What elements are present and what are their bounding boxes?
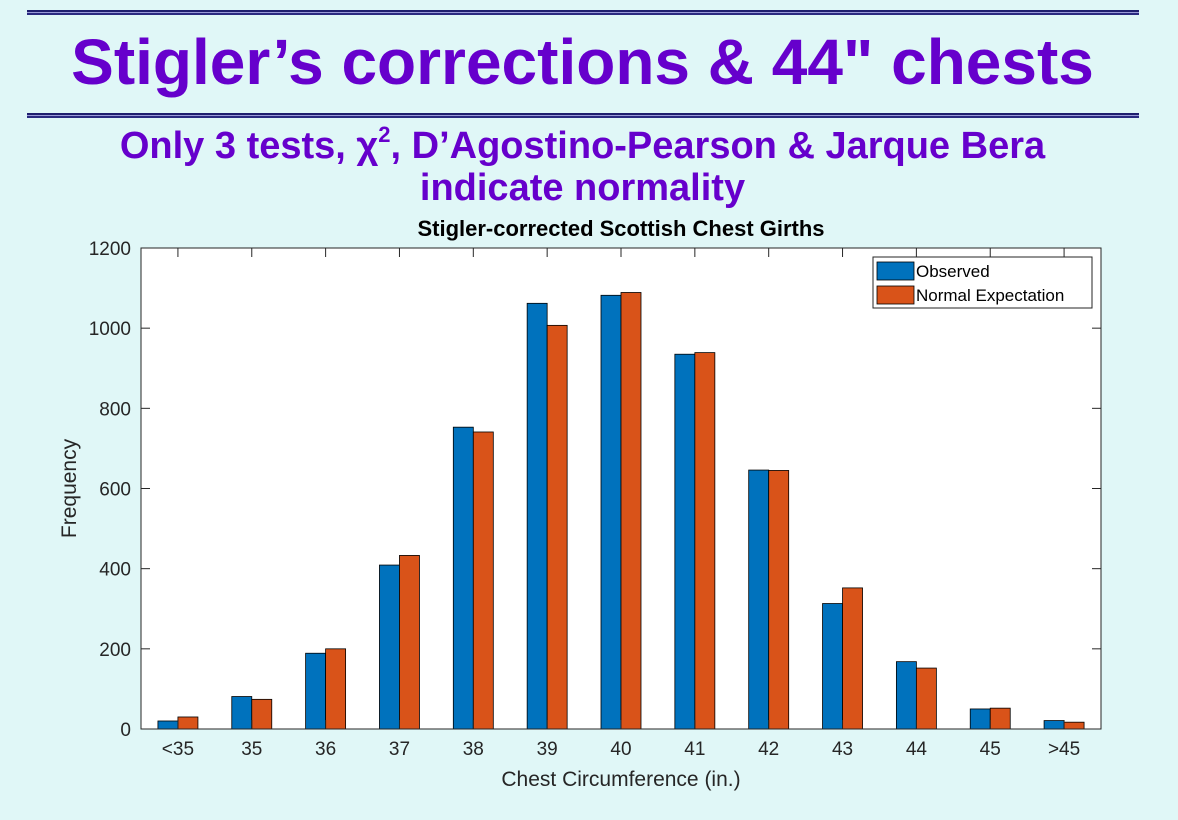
bar-observed-6: [600, 294, 622, 730]
subtitle-text-a: Only 3 tests, χ: [119, 125, 379, 167]
legend-swatch-observed: [876, 261, 915, 281]
x-tick-label: 42: [758, 739, 779, 760]
bar-observed-4: [452, 426, 474, 730]
legend-label-observed: Observed: [916, 262, 990, 281]
subtitle-line-2: indicate normality: [419, 167, 746, 209]
chart-title: Stigler-corrected Scottish Chest Girths: [417, 216, 824, 241]
bar-expected-5: [546, 324, 568, 730]
x-tick-label: 39: [537, 739, 558, 760]
y-tick-label: 200: [99, 640, 131, 661]
bar-expected-10: [915, 667, 937, 730]
subtitle-superscript: 2: [378, 122, 391, 148]
title-bottom-rule: [27, 113, 1139, 118]
x-tick-label: 41: [684, 739, 705, 760]
y-tick-label: 1000: [89, 319, 131, 340]
x-tick-label: 43: [832, 739, 853, 760]
subtitle-text-b: , D’Agostino-Pearson & Jarque Bera: [390, 125, 1046, 167]
slide-subtitle: Only 3 tests, χ2, D’Agostino-Pearson & J…: [0, 122, 1165, 209]
bar-observed-0: [157, 720, 179, 730]
x-tick-label: 44: [906, 739, 928, 760]
bar-observed-7: [674, 353, 696, 730]
x-tick-label: 37: [389, 739, 410, 760]
x-axis-label: Chest Circumference (in.): [501, 768, 740, 791]
x-tick-label: 38: [463, 739, 484, 760]
legend-swatch-expected: [876, 285, 915, 305]
bar-expected-7: [694, 352, 716, 730]
y-axis-label: Frequency: [58, 438, 81, 538]
y-tick-label: 1200: [89, 239, 131, 260]
y-tick-label: 0: [120, 720, 131, 741]
subtitle-line-1: Only 3 tests, χ2, D’Agostino-Pearson & J…: [0, 122, 1165, 167]
bar-observed-1: [231, 696, 253, 730]
x-tick-label: 36: [315, 739, 336, 760]
bar-expected-8: [768, 470, 790, 730]
bar-observed-2: [305, 652, 327, 730]
bar-expected-6: [620, 292, 642, 730]
bar-expected-12: [1063, 721, 1085, 730]
x-tick-label: <35: [162, 739, 194, 760]
bar-expected-9: [842, 587, 863, 730]
bar-observed-11: [969, 708, 991, 730]
x-tick-label: >45: [1048, 739, 1080, 760]
bar-observed-12: [1043, 720, 1065, 730]
bar-observed-10: [895, 661, 917, 730]
bar-observed-5: [526, 302, 548, 730]
bar-expected-4: [472, 431, 494, 730]
y-tick-label: 800: [99, 399, 131, 420]
y-tick-label: 400: [99, 560, 131, 581]
bar-expected-11: [989, 707, 1011, 730]
bar-expected-1: [251, 698, 273, 730]
bar-expected-3: [399, 555, 420, 730]
slide-title: Stigler’s corrections & 44" chests: [71, 26, 1094, 98]
y-tick-label: 600: [99, 480, 131, 501]
x-tick-label: 40: [610, 739, 631, 760]
x-tick-label: 35: [241, 739, 262, 760]
bar-expected-0: [177, 716, 199, 730]
x-tick-label: 45: [980, 739, 1001, 760]
title-top-rule: [27, 10, 1139, 15]
bar-observed-3: [379, 564, 400, 730]
bar-observed-9: [822, 603, 843, 730]
bar-expected-2: [325, 648, 347, 730]
legend-label-expected: Normal Expectation: [916, 286, 1064, 305]
bar-observed-8: [748, 469, 770, 730]
